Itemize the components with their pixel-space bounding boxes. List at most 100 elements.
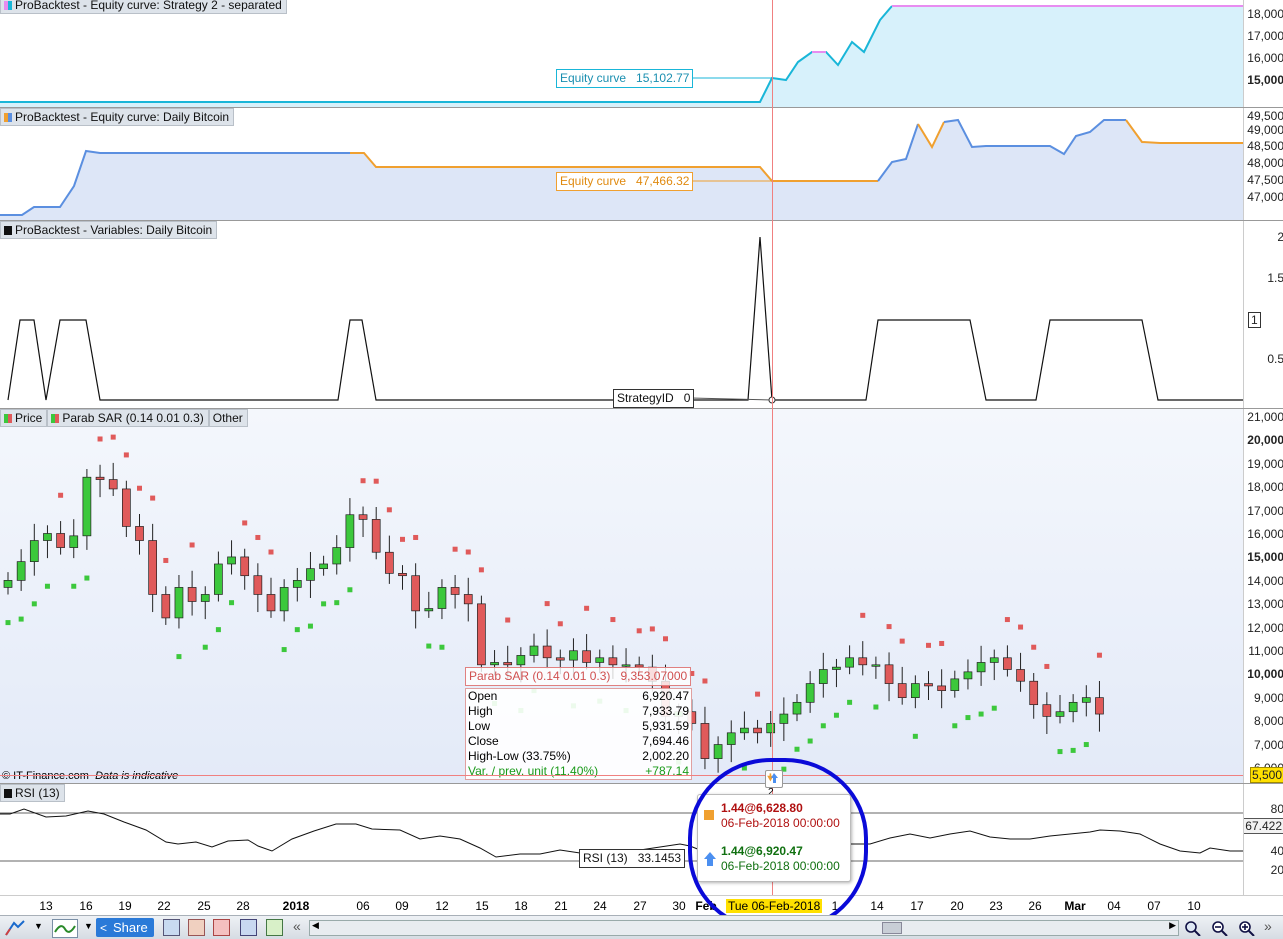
panel-divider[interactable]	[0, 220, 1283, 221]
copyright-note: © IT-Finance.com Data is indicative	[2, 770, 178, 782]
panel-divider[interactable]	[0, 107, 1283, 108]
candle-body	[1055, 711, 1065, 717]
sar-dot	[215, 627, 221, 633]
variables-panel[interactable]: ProBacktest - Variables: Daily Bitcoin S…	[0, 221, 1243, 408]
info-label: Var. / prev. unit (11.40%)	[468, 764, 599, 778]
screen-icon[interactable]	[240, 919, 257, 936]
date-axis-label: 04	[1107, 899, 1121, 913]
info-row-low: Low 5,931.59	[466, 719, 691, 734]
variables-title[interactable]: ProBacktest - Variables: Daily Bitcoin	[0, 221, 218, 239]
candle-body	[450, 587, 460, 595]
legend-other[interactable]: Other	[208, 409, 248, 427]
sar-dot	[952, 723, 958, 729]
drawing-tool-icon[interactable]	[4, 919, 26, 936]
variables-axis[interactable]: 2 1.5 1 0.5	[1243, 221, 1283, 408]
panel-title-text: ProBacktest - Equity curve: Daily Bitcoi…	[15, 110, 230, 124]
chart-style-icon[interactable]	[52, 919, 78, 938]
callout-label: RSI (13)	[583, 851, 628, 865]
rsi-title[interactable]: RSI (13)	[0, 784, 65, 802]
price-axis-tick: 14,000	[1247, 573, 1283, 588]
zoom-out-icon[interactable]	[1210, 919, 1230, 936]
equity-daily-axis[interactable]: 49,500 49,000 48,500 48,000 47,500 47,00…	[1243, 108, 1283, 220]
sar-dot	[294, 627, 300, 633]
panel-divider[interactable]	[0, 408, 1283, 409]
date-axis-label: 07	[1147, 899, 1161, 913]
date-axis-label: 15	[475, 899, 489, 913]
sar-color-icon	[51, 414, 60, 423]
candle-body	[108, 479, 118, 490]
sar-dot	[965, 715, 971, 721]
equity-strategy2-axis[interactable]: 18,000 17,000 16,000 15,000	[1243, 0, 1283, 107]
sar-dot	[110, 434, 116, 440]
price-axis-tick: 10,000	[1247, 667, 1283, 682]
candle-body	[1081, 697, 1091, 703]
zoom-fit-icon[interactable]	[1183, 919, 1203, 936]
dropdown-arrow-icon[interactable]: ▼	[34, 921, 43, 931]
candle-body	[726, 732, 736, 745]
horizontal-scrollbar[interactable]: ◀ ▶	[309, 920, 1179, 936]
series-color-icon	[4, 226, 12, 235]
sar-dot	[505, 617, 511, 623]
sar-dot	[689, 670, 695, 676]
info-value: 5,931.59	[642, 719, 689, 733]
rsi-callout: RSI (13) 33.1453	[579, 849, 686, 868]
window-icon[interactable]	[163, 919, 180, 936]
scrollbar-thumb[interactable]	[882, 922, 902, 934]
panel-divider[interactable]	[0, 783, 1283, 784]
callout-value: 15,102.77	[636, 71, 690, 85]
sar-dot	[334, 600, 340, 606]
date-axis-label: 18	[514, 899, 528, 913]
equity-daily-title[interactable]: ProBacktest - Equity curve: Daily Bitcoi…	[0, 108, 235, 126]
candle-body	[398, 573, 407, 577]
zoom-in-icon[interactable]	[1237, 919, 1257, 936]
scroll-right-icon[interactable]: ▶	[1169, 920, 1176, 930]
sar-dot	[321, 601, 327, 607]
price-axis[interactable]: 6,0007,0008,0009,00010,00011,00012,00013…	[1243, 409, 1283, 783]
series-color-icon	[4, 1, 12, 10]
callout-value: 33.1453	[637, 851, 682, 865]
candle-body	[121, 488, 131, 527]
candle-body	[424, 608, 434, 612]
date-axis-label: 17	[910, 899, 924, 913]
candle-body	[910, 683, 920, 698]
callout-label: Equity curve	[560, 174, 627, 188]
info-label: High	[468, 704, 493, 718]
sar-dot	[1070, 747, 1076, 753]
candle-body	[174, 587, 184, 619]
sar-dot	[97, 436, 103, 442]
candle-body	[148, 540, 157, 595]
rsi-panel[interactable]: RSI (13) RSI (13) 33.1453	[0, 784, 1243, 895]
legend-sar[interactable]: Parab SAR (0.14 0.01 0.3)	[47, 409, 209, 427]
date-axis-label: 13	[39, 899, 53, 913]
rsi-chart	[0, 808, 1243, 862]
sar-dot	[1044, 663, 1050, 669]
date-axis[interactable]: 10 07 04 Mar 26 23 20 17 14 1 Feb 30 27 24 21 18 15 12 09 0…	[0, 895, 1283, 916]
price-axis-tick: 11,000	[1248, 644, 1283, 658]
candle-body	[135, 526, 144, 541]
scroll-left-icon[interactable]: ◀	[312, 920, 319, 930]
sar-dot	[755, 691, 761, 697]
rsi-axis[interactable]: 80 67.422 40 20	[1243, 784, 1283, 895]
date-axis-label: 24	[593, 899, 607, 913]
sar-dot	[465, 549, 471, 555]
scroll-left-double-icon[interactable]: «	[293, 918, 301, 934]
legend-price[interactable]: Price	[0, 409, 48, 427]
candle-body	[292, 580, 302, 588]
equity-daily-panel[interactable]: ProBacktest - Equity curve: Daily Bitcoi…	[0, 108, 1243, 220]
list-icon[interactable]	[188, 919, 205, 936]
edit-icon[interactable]	[266, 919, 283, 936]
calendar-icon[interactable]	[213, 919, 230, 936]
candle-body	[963, 671, 973, 680]
candle-body	[713, 744, 723, 759]
sar-dot	[426, 643, 432, 649]
axis-tick: 16,000	[1247, 51, 1283, 65]
share-button[interactable]: < Share	[96, 918, 154, 937]
scroll-right-double-icon[interactable]: »	[1264, 918, 1272, 934]
equity-strategy2-title[interactable]: ProBacktest - Equity curve: Strategy 2 -…	[0, 0, 287, 14]
info-label: High-Low (33.75%)	[468, 749, 571, 763]
dropdown-arrow-icon[interactable]: ▼	[84, 921, 93, 931]
candle-body	[542, 645, 552, 659]
equity-strategy2-panel[interactable]: ProBacktest - Equity curve: Strategy 2 -…	[0, 0, 1243, 107]
candle-body	[766, 723, 776, 734]
axis-tick: 47,000	[1247, 190, 1283, 204]
